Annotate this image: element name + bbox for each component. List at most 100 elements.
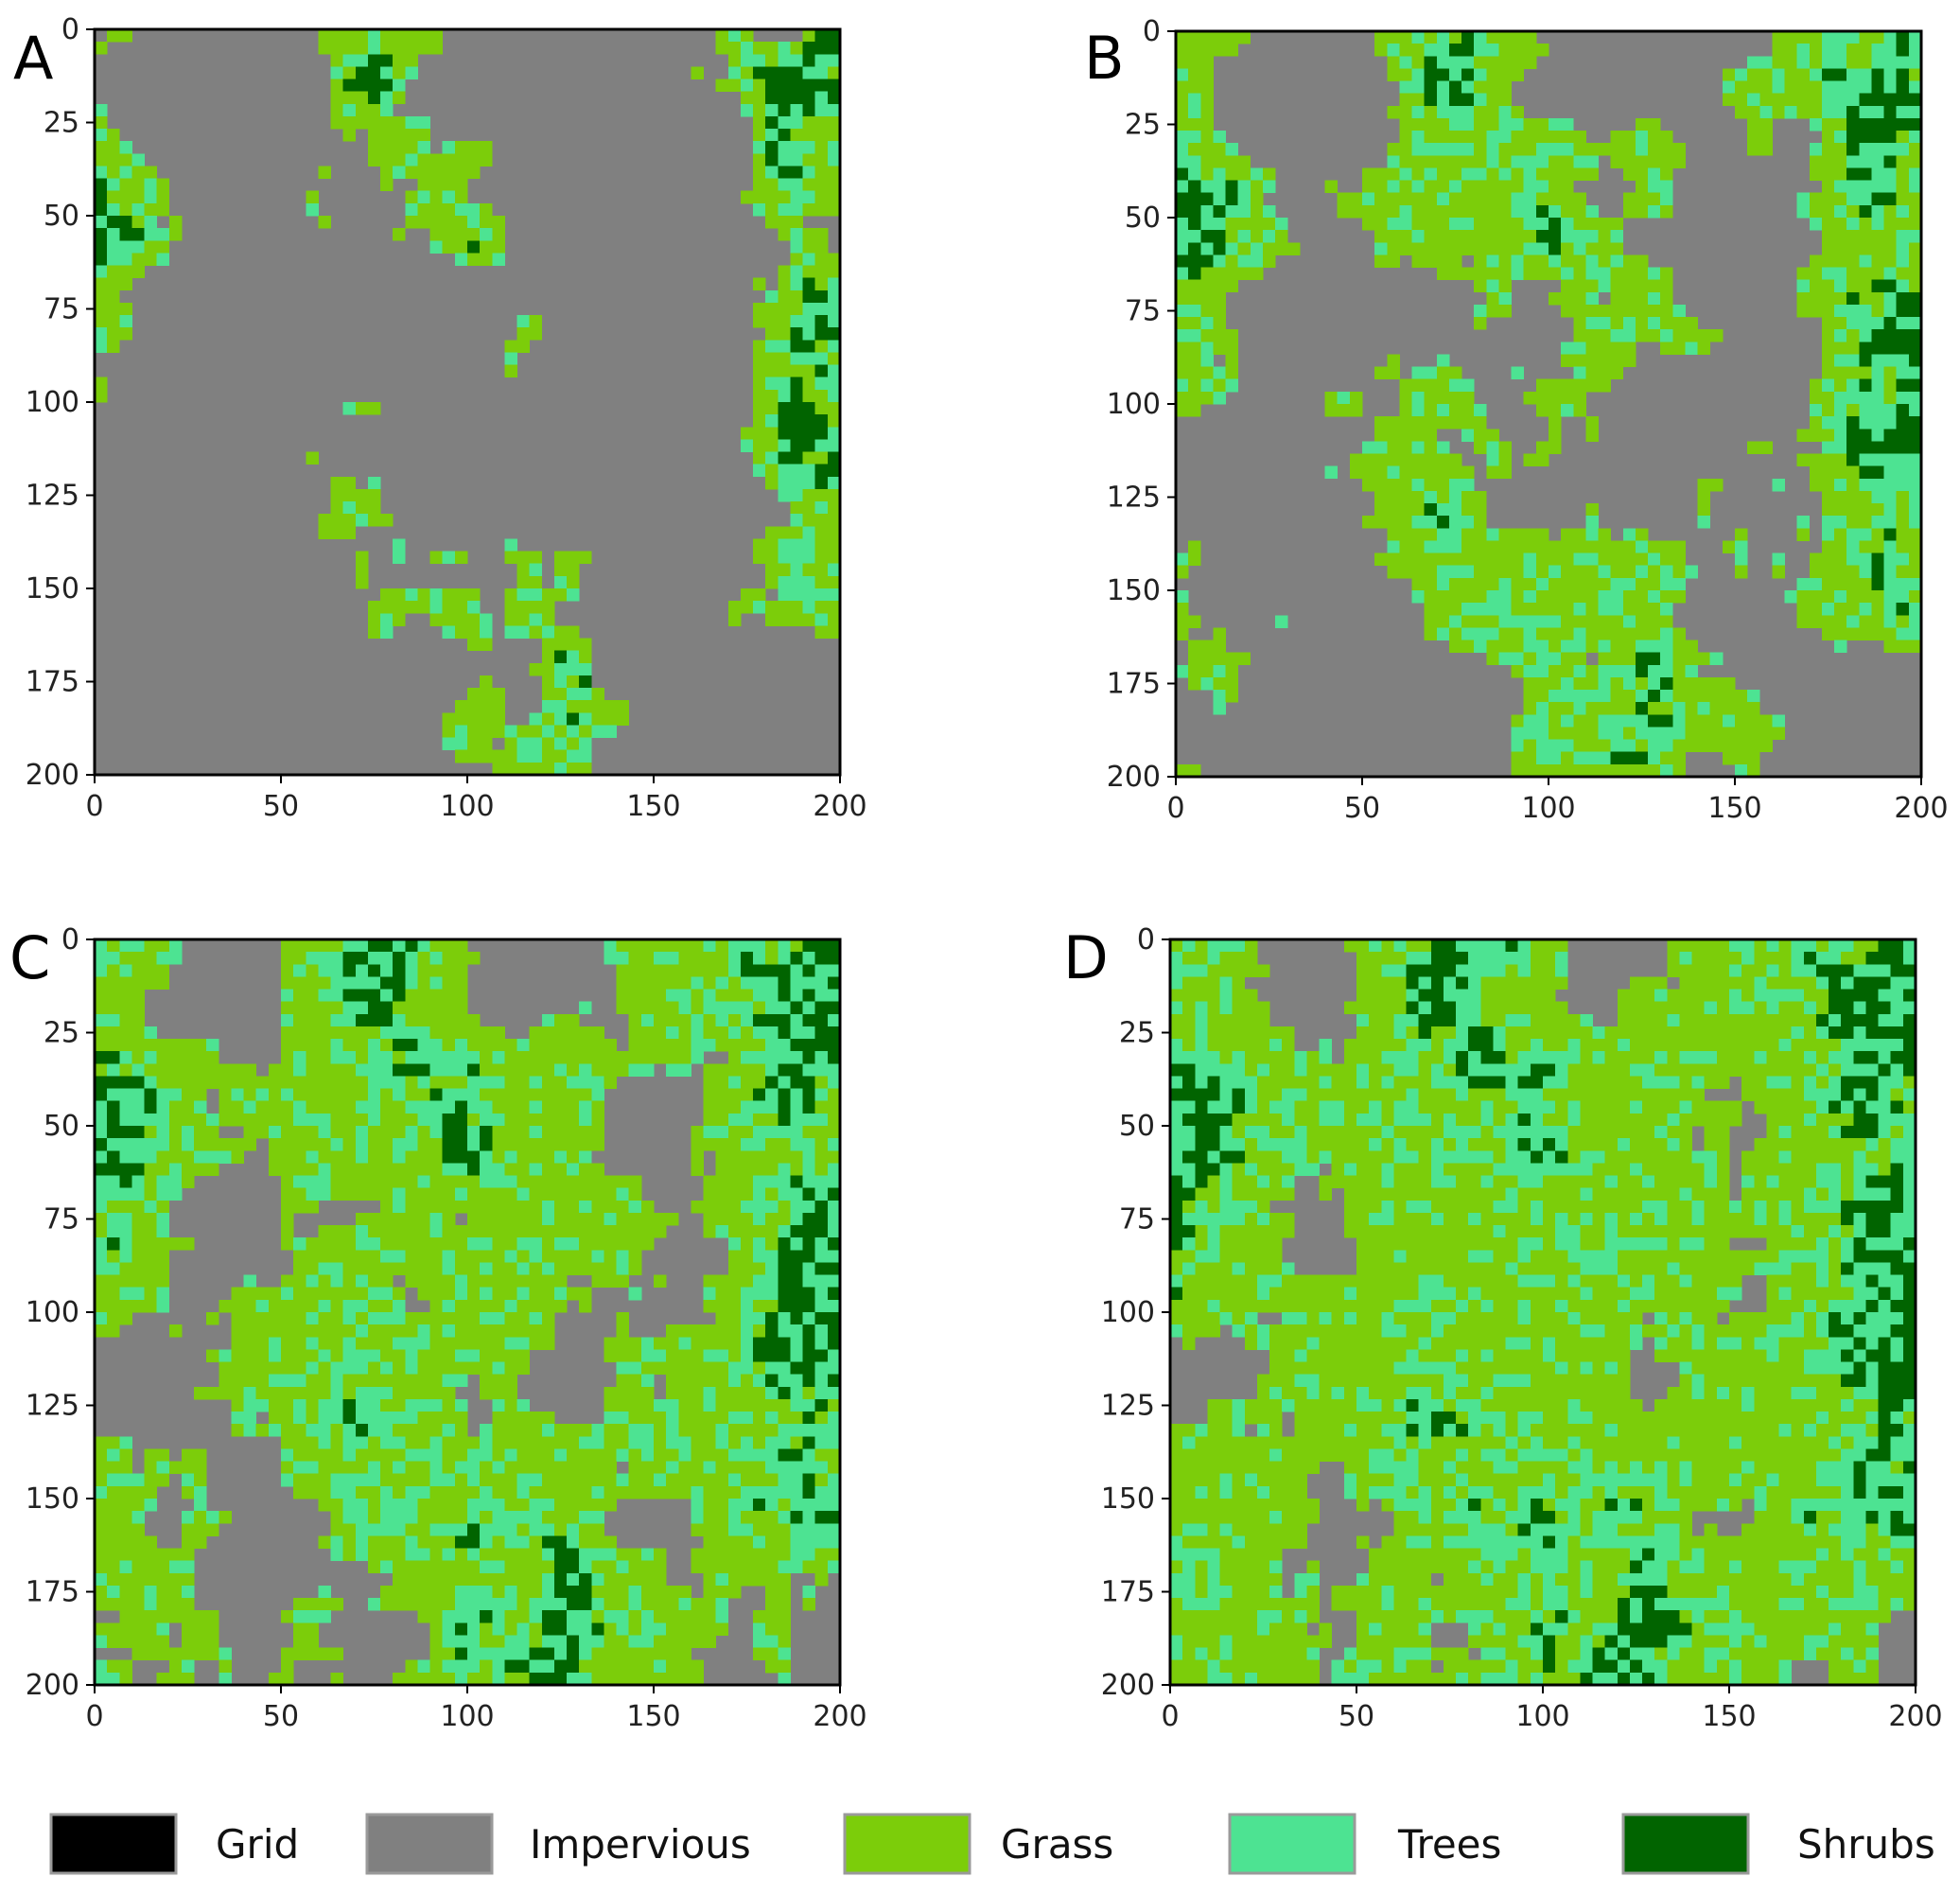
land-cover-cell — [753, 91, 766, 105]
land-cover-cell — [393, 1461, 406, 1475]
land-cover-cell — [405, 976, 418, 990]
land-cover-cell — [1648, 714, 1661, 728]
land-cover-cell — [442, 1312, 456, 1325]
land-cover-cell — [330, 79, 344, 93]
land-cover-cell — [790, 190, 803, 204]
land-cover-cell — [1573, 404, 1586, 417]
land-cover-cell — [802, 1225, 816, 1238]
land-cover-cell — [429, 1548, 444, 1562]
land-cover-cell — [156, 1448, 170, 1462]
land-cover-cell — [1436, 540, 1450, 553]
land-cover-cell — [1436, 391, 1450, 405]
land-cover-cell — [454, 712, 468, 726]
land-cover-cell — [727, 1088, 742, 1102]
land-cover-cell — [156, 1461, 170, 1475]
land-cover-cell — [1635, 131, 1649, 144]
land-cover-cell — [802, 129, 816, 142]
land-cover-cell — [1896, 218, 1910, 231]
land-cover-cell — [1859, 68, 1872, 81]
land-cover-cell — [616, 1250, 630, 1263]
land-cover-cell — [740, 103, 754, 117]
land-cover-cell — [1660, 291, 1673, 306]
land-cover-cell — [553, 1150, 568, 1164]
land-cover-cell — [753, 389, 766, 403]
land-cover-cell — [541, 749, 555, 763]
land-cover-cell — [567, 650, 580, 664]
land-cover-cell — [1908, 404, 1922, 417]
land-cover-cell — [765, 1138, 779, 1151]
land-cover-cell — [827, 575, 841, 589]
land-cover-cell — [318, 1312, 331, 1325]
land-cover-cell — [567, 1485, 580, 1499]
land-cover-cell — [454, 216, 468, 229]
land-cover-cell — [790, 153, 803, 167]
land-cover-cell — [1213, 342, 1226, 355]
land-cover-cell — [691, 1138, 704, 1151]
land-cover-cell — [393, 613, 406, 626]
land-cover-cell — [541, 712, 555, 726]
land-cover-cell — [814, 1424, 829, 1437]
land-cover-cell — [405, 989, 418, 1003]
land-cover-cell — [1424, 378, 1438, 393]
land-cover-cell — [480, 700, 493, 713]
land-cover-cell — [355, 1337, 369, 1350]
land-cover-cell — [740, 1424, 754, 1437]
land-cover-cell — [181, 1100, 195, 1114]
land-cover-cell — [393, 1386, 406, 1400]
land-cover-cell — [1660, 690, 1673, 703]
land-cover-cell — [405, 1535, 418, 1549]
land-cover-cell — [194, 1138, 207, 1151]
land-cover-cell — [1436, 155, 1450, 168]
land-cover-cell — [330, 939, 344, 953]
land-cover-cell — [1200, 68, 1214, 81]
land-cover-cell — [380, 588, 394, 602]
land-cover-cell — [168, 1076, 183, 1089]
land-cover-cell — [1871, 503, 1884, 517]
land-cover-cell — [1213, 652, 1226, 666]
land-cover-cell — [131, 1126, 145, 1139]
land-cover-cell — [1598, 304, 1612, 318]
land-cover-cell — [492, 1100, 505, 1114]
land-cover-cell — [119, 1523, 132, 1536]
land-cover-cell — [703, 1535, 717, 1549]
land-cover-cell — [504, 1585, 517, 1599]
land-cover-cell — [504, 1598, 517, 1611]
land-cover-cell — [367, 1237, 381, 1251]
land-cover-cell — [827, 1523, 841, 1536]
land-cover-cell — [591, 1499, 604, 1512]
land-cover-cell — [318, 526, 331, 539]
land-cover-cell — [492, 762, 505, 776]
land-cover-cell — [355, 1076, 369, 1089]
land-cover-cell — [1486, 441, 1499, 454]
land-cover-cell — [616, 1187, 630, 1201]
land-cover-cell — [492, 216, 505, 229]
land-cover-cell — [107, 1113, 120, 1127]
land-cover-cell — [1834, 404, 1847, 417]
land-cover-cell — [1908, 291, 1922, 306]
land-cover-cell — [492, 1076, 505, 1089]
land-cover-cell — [654, 1610, 667, 1623]
land-cover-cell — [1859, 441, 1872, 454]
land-cover-cell — [367, 1150, 381, 1164]
land-cover-cell — [355, 1063, 369, 1077]
land-cover-cell — [1561, 763, 1574, 778]
land-cover-cell — [429, 1039, 444, 1052]
land-cover-cell — [1387, 453, 1400, 467]
land-cover-cell — [628, 1361, 642, 1376]
land-cover-cell — [181, 1485, 195, 1499]
land-cover-cell — [1374, 254, 1388, 268]
land-cover-cell — [715, 42, 729, 55]
land-cover-cell — [1424, 516, 1438, 529]
land-cover-cell — [1362, 192, 1375, 206]
land-cover-cell — [194, 1076, 207, 1089]
land-cover-cell — [1598, 378, 1612, 393]
land-cover-cell — [1610, 690, 1624, 703]
land-cover-cell — [1188, 143, 1201, 156]
land-cover-cell — [355, 1274, 369, 1289]
land-cover-cell — [1759, 105, 1773, 119]
land-cover-cell — [715, 1523, 729, 1536]
land-cover-cell — [666, 1349, 679, 1362]
land-cover-cell — [1549, 167, 1562, 181]
land-cover-cell — [1585, 528, 1599, 541]
land-cover-cell — [529, 1424, 543, 1437]
